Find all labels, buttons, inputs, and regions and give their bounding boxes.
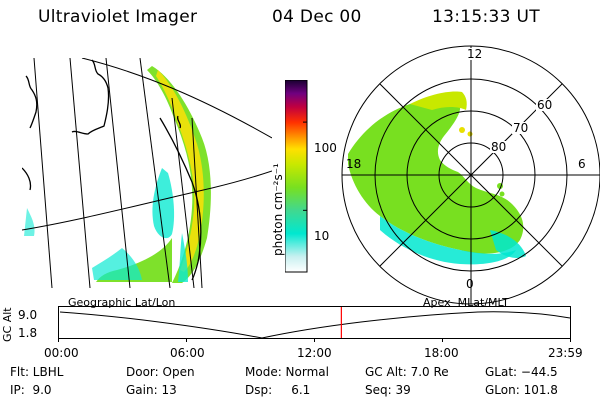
mlat-label-80: 80 — [490, 140, 508, 154]
mlat-label-70: 70 — [512, 121, 530, 135]
status-dsp: Dsp: 6.1 — [245, 383, 311, 397]
geographic-panel-label: Geographic Lat/Lon — [68, 296, 176, 309]
mlt-label-12: 12 — [466, 47, 484, 61]
geographic-map — [22, 58, 272, 288]
mlt-label-0: 0 — [466, 277, 474, 291]
status-filter: Flt: LBHL — [10, 365, 64, 379]
colorbar-tick-10: 10 — [314, 229, 330, 243]
status-mode: Mode: Normal — [245, 365, 329, 379]
intensity-colorbar — [285, 80, 308, 273]
instrument-title: Ultraviolet Imager — [38, 7, 198, 27]
timeline-x-tick-1800: 18:00 — [424, 346, 459, 360]
polar-map — [341, 45, 600, 305]
status-gc-alt: GC Alt: 7.0 Re — [365, 365, 449, 379]
timeline-x-tick-0600: 06:00 — [170, 346, 205, 360]
colorbar-unit-label: photon cm⁻²s⁻¹ — [271, 163, 285, 256]
image-date: 04 Dec 00 — [272, 7, 362, 27]
geo-grid — [22, 58, 272, 288]
timeline-frame — [58, 306, 571, 339]
timeline-x-tick-0000: 00:00 — [44, 346, 79, 360]
polar-grid — [341, 45, 600, 305]
timeline-y-axis-label: GC Alt — [1, 307, 14, 342]
mlat-label-60: 60 — [536, 98, 554, 112]
polar-panel-label: Apex MLat/MLT — [423, 296, 509, 309]
status-glon: GLon: 101.8 — [485, 383, 558, 397]
geo-coastline — [22, 59, 202, 281]
timeline-y-tick-min: 1.8 — [18, 326, 38, 340]
colorbar-gradient — [285, 80, 308, 273]
mlt-label-18: 18 — [346, 157, 362, 171]
timeline-x-tick-2359: 23:59 — [548, 346, 583, 360]
status-door: Door: Open — [126, 365, 195, 379]
timeline-y-tick-max: 9.0 — [18, 308, 38, 322]
status-glat: GLat: −44.5 — [485, 365, 558, 379]
status-ip: IP: 9.0 — [10, 383, 52, 397]
timeline-x-tick-1200: 12:00 — [297, 346, 332, 360]
image-time: 13:15:33 UT — [432, 7, 540, 27]
altitude-curve — [59, 311, 571, 339]
colorbar-tick-100: 100 — [314, 141, 337, 155]
status-gain: Gain: 13 — [126, 383, 177, 397]
mlt-label-6: 6 — [578, 157, 586, 171]
altitude-timeline — [58, 306, 571, 342]
geo-aurora-emission — [24, 66, 211, 283]
status-seq: Seq: 39 — [365, 383, 411, 397]
